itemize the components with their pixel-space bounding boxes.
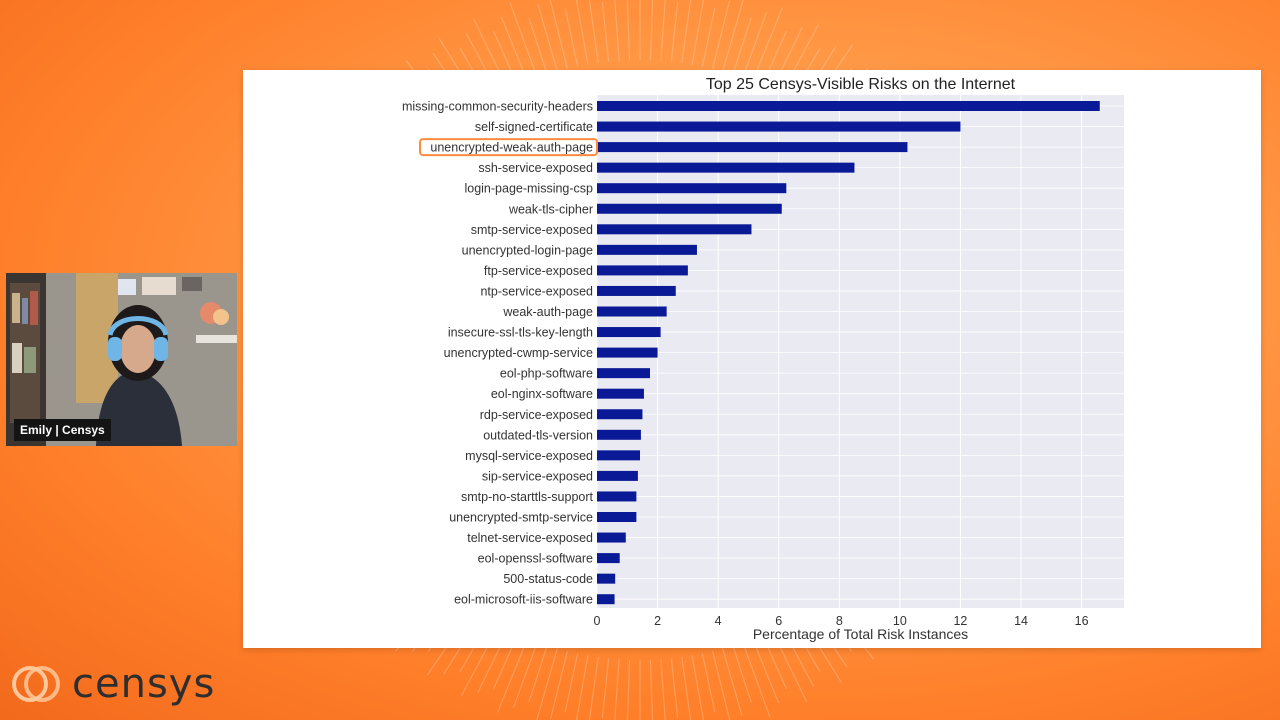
x-tick-label: 10 xyxy=(893,614,907,628)
webcam-scene-image xyxy=(6,273,237,446)
bar-weak-auth-page xyxy=(597,306,667,317)
x-tick-label: 2 xyxy=(654,614,661,628)
webcam-feed: Emily | Censys xyxy=(6,273,237,446)
bar-smtp-service-exposed xyxy=(597,224,752,235)
category-label: self-signed-certificate xyxy=(475,120,593,134)
x-tick-label: 14 xyxy=(1014,614,1028,628)
bar-ftp-service-exposed xyxy=(597,265,688,276)
bar-weak-tls-cipher xyxy=(597,203,782,214)
category-label: rdp-service-exposed xyxy=(480,408,593,422)
bar-unencrypted-login-page xyxy=(597,244,697,255)
bar-500-status-code xyxy=(597,573,616,584)
x-tick-label: 6 xyxy=(775,614,782,628)
risk-bar-chart: 0 2 4 6 8 10 12 14 16 missing-common-security-hea… xyxy=(402,76,1124,642)
chart-title: Top 25 Censys-Visible Risks on the Inter… xyxy=(706,76,1016,93)
category-label: weak-tls-cipher xyxy=(508,202,593,216)
censys-logo-wordmark: censys xyxy=(72,661,216,707)
bar-eol-microsoft-iis-software xyxy=(597,594,615,605)
bar-ntp-service-exposed xyxy=(597,285,676,296)
bar-eol-php-software xyxy=(597,368,651,379)
bar-eol-openssl-software xyxy=(597,553,620,564)
x-tick-label: 8 xyxy=(836,614,843,628)
bar-unencrypted-smtp-service xyxy=(597,512,637,522)
category-label: unencrypted-login-page xyxy=(462,243,593,257)
category-label: insecure-ssl-tls-key-length xyxy=(448,326,593,340)
category-label: telnet-service-exposed xyxy=(467,531,593,545)
x-tick-label: 12 xyxy=(953,614,967,628)
slide-card: 0 2 4 6 8 10 12 14 16 missing-common-security-hea… xyxy=(243,70,1261,648)
bar-missing-common-security-headers xyxy=(597,101,1100,111)
plot-area xyxy=(597,95,1124,608)
censys-logo-mark-icon xyxy=(12,666,60,702)
x-tick-label: 4 xyxy=(715,614,722,628)
category-label: weak-auth-page xyxy=(502,305,593,319)
category-label: sip-service-exposed xyxy=(482,469,593,483)
bar-mysql-service-exposed xyxy=(597,450,641,461)
category-label: 500-status-code xyxy=(503,572,593,586)
x-axis-label: Percentage of Total Risk Instances xyxy=(753,626,968,642)
censys-logo: censys xyxy=(8,656,248,712)
category-label: eol-openssl-software xyxy=(478,552,593,566)
bar-eol-nginx-software xyxy=(597,388,644,399)
category-label: missing-common-security-headers xyxy=(402,100,593,114)
category-label: eol-php-software xyxy=(500,367,593,381)
bar-smtp-no-starttls-support xyxy=(597,491,637,502)
category-label: ssh-service-exposed xyxy=(478,161,593,175)
category-label: ntp-service-exposed xyxy=(480,284,593,298)
category-label: ftp-service-exposed xyxy=(484,264,593,278)
category-label: unencrypted-weak-auth-page xyxy=(430,141,593,155)
category-label: smtp-no-starttls-support xyxy=(461,490,594,504)
bar-self-signed-certificate xyxy=(597,121,961,132)
category-label: eol-microsoft-iis-software xyxy=(454,593,593,607)
bar-telnet-service-exposed xyxy=(597,532,626,543)
bar-rdp-service-exposed xyxy=(597,409,643,420)
category-label: unencrypted-cwmp-service xyxy=(444,346,593,360)
presenter-name-label: Emily | Censys xyxy=(14,419,111,441)
category-label: eol-nginx-software xyxy=(491,387,593,401)
bar-ssh-service-exposed xyxy=(597,162,855,173)
x-tick-label: 0 xyxy=(594,614,601,628)
bar-unencrypted-weak-auth-page xyxy=(597,142,908,153)
category-label: smtp-service-exposed xyxy=(471,223,593,237)
category-label: mysql-service-exposed xyxy=(465,449,593,463)
category-label: unencrypted-smtp-service xyxy=(449,511,593,525)
bar-login-page-missing-csp xyxy=(597,183,787,194)
category-label: login-page-missing-csp xyxy=(464,182,593,196)
bar-sip-service-exposed xyxy=(597,470,638,481)
bar-outdated-tls-version xyxy=(597,429,641,440)
bar-unencrypted-cwmp-service xyxy=(597,347,658,358)
category-label: outdated-tls-version xyxy=(483,428,593,442)
bar-insecure-ssl-tls-key-length xyxy=(597,327,661,338)
x-tick-label: 16 xyxy=(1075,614,1089,628)
highlight-box xyxy=(419,138,598,157)
